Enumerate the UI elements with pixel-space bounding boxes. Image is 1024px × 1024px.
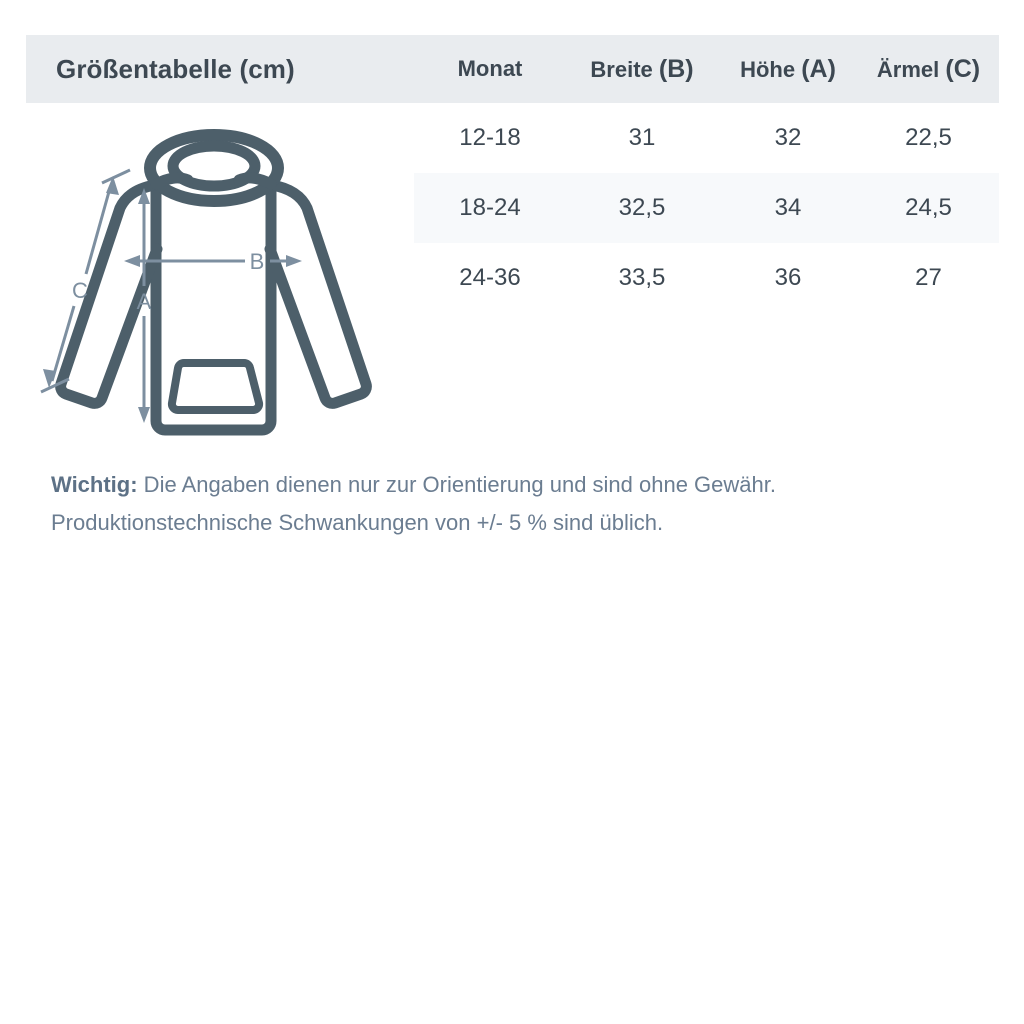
hoodie-body-outline bbox=[55, 178, 372, 436]
dimension-arrow-width bbox=[124, 255, 302, 267]
cell-monat: 24-36 bbox=[414, 243, 566, 313]
hoodie-icon: A B C bbox=[40, 129, 372, 436]
column-header-hoehe-label: Höhe bbox=[740, 56, 796, 82]
cell-monat: 12-18 bbox=[414, 103, 566, 173]
hoodie-neck-left bbox=[150, 172, 194, 190]
column-header-aermel-label: Ärmel bbox=[876, 56, 940, 82]
hoodie-hood bbox=[144, 129, 284, 207]
column-header-aermel-dim: (C) bbox=[945, 54, 981, 83]
column-header-breite: Breite (B) bbox=[566, 35, 718, 103]
hoodie-diagram: A B C bbox=[26, 126, 406, 451]
dimension-arrow-sleeve bbox=[40, 168, 131, 394]
cell-hoehe: 34 bbox=[718, 173, 858, 243]
size-chart-table: Monat Breite (B) Höhe (A) Ärmel (C) 12-1… bbox=[414, 35, 999, 313]
table-row: 18-24 32,5 34 24,5 bbox=[414, 173, 999, 243]
dimension-lines bbox=[40, 168, 302, 423]
cell-hoehe: 32 bbox=[718, 103, 858, 173]
column-header-breite-label: Breite bbox=[590, 56, 653, 82]
disclaimer-text-1: Die Angaben dienen nur zur Orientierung … bbox=[137, 472, 776, 497]
dimension-label-sleeve: C bbox=[72, 278, 88, 303]
column-header-hoehe: Höhe (A) bbox=[718, 35, 858, 103]
cell-breite: 33,5 bbox=[566, 243, 718, 313]
disclaimer-strong: Wichtig: bbox=[51, 472, 138, 497]
cell-breite: 31 bbox=[566, 103, 718, 173]
column-header-breite-dim: (B) bbox=[658, 54, 694, 83]
dimension-label-height: A bbox=[137, 289, 152, 314]
cell-monat: 18-24 bbox=[414, 173, 566, 243]
cell-aermel: 27 bbox=[858, 243, 999, 313]
disclaimer-note: Wichtig: Die Angaben dienen nur zur Orie… bbox=[51, 466, 981, 542]
disclaimer-line-1: Wichtig: Die Angaben dienen nur zur Orie… bbox=[51, 466, 981, 504]
table-row: 12-18 31 32 22,5 bbox=[414, 103, 999, 173]
hoodie-neck-right bbox=[233, 172, 277, 190]
cell-aermel: 22,5 bbox=[858, 103, 999, 173]
column-header-hoehe-dim: (A) bbox=[801, 54, 836, 83]
table-header-row: Monat Breite (B) Höhe (A) Ärmel (C) bbox=[414, 35, 999, 103]
table-row: 24-36 33,5 36 27 bbox=[414, 243, 999, 313]
cell-hoehe: 36 bbox=[718, 243, 858, 313]
cell-aermel: 24,5 bbox=[858, 173, 999, 243]
cell-breite: 32,5 bbox=[566, 173, 718, 243]
column-header-monat: Monat bbox=[414, 35, 566, 103]
dimension-arrow-height bbox=[138, 188, 150, 423]
page-title: Größentabelle (cm) bbox=[56, 53, 295, 84]
disclaimer-line-2: Produktionstechnische Schwankungen von +… bbox=[51, 510, 664, 535]
column-header-aermel: Ärmel (C) bbox=[858, 35, 999, 103]
hoodie-pocket bbox=[167, 359, 264, 414]
dimension-label-width: B bbox=[250, 249, 265, 274]
column-header-monat-label: Monat bbox=[457, 56, 523, 81]
